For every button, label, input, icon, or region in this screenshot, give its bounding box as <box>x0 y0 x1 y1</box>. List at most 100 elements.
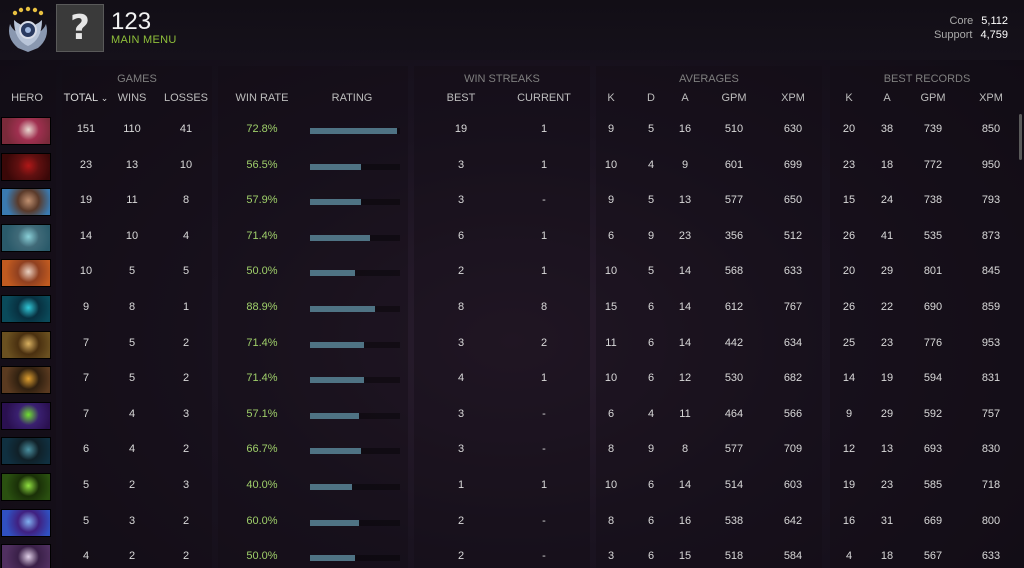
wins-cell: 2 <box>128 479 136 491</box>
table-row[interactable]: 151 110 41 72.8% 19 1 9 5 16 510 630 20 38 739 850 <box>0 112 1024 147</box>
col-avg-xpm[interactable]: XPM <box>781 92 805 104</box>
avg-kills-cell: 10 <box>604 265 618 278</box>
best-xpm-cell: 757 <box>981 407 1001 420</box>
hero-portrait-icon[interactable] <box>1 259 51 288</box>
best-kills-cell: 19 <box>842 479 856 491</box>
best-kills-cell: 9 <box>845 407 853 420</box>
table-row[interactable]: 10 5 5 50.0% 2 1 10 5 14 568 633 20 29 801 845 <box>0 254 1024 289</box>
group-best-records: BEST RECORDS <box>883 73 971 85</box>
best-gpm-cell: 776 <box>923 336 943 349</box>
table-row[interactable]: 4 2 2 50.0% 2 - 3 6 15 518 584 4 18 567 633 <box>0 539 1024 568</box>
main-menu-link[interactable]: MAIN MENU <box>111 34 177 46</box>
hero-portrait-icon[interactable] <box>1 295 51 323</box>
hero-portrait-icon[interactable] <box>1 544 51 568</box>
col-best-a[interactable]: A <box>883 92 891 104</box>
col-avg-gpm[interactable]: GPM <box>721 92 747 104</box>
hero-portrait-icon[interactable] <box>1 366 51 395</box>
hero-portrait-icon[interactable] <box>1 330 51 359</box>
table-row[interactable]: 23 13 10 56.5% 3 1 10 4 9 601 699 23 18 772 950 <box>0 148 1024 183</box>
win-rate-cell: 40.0% <box>246 479 278 491</box>
hero-portrait-icon[interactable] <box>1 117 51 145</box>
avg-assists-cell: 8 <box>681 443 689 456</box>
rating-bar-fill <box>310 199 362 206</box>
player-avatar[interactable]: ? <box>56 4 104 52</box>
col-best-xpm[interactable]: XPM <box>979 92 1003 104</box>
col-wins[interactable]: WINS <box>117 92 147 104</box>
total-games-cell: 7 <box>82 372 90 385</box>
total-games-cell: 10 <box>79 265 93 278</box>
best-kills-cell: 25 <box>842 336 856 349</box>
avg-gpm-cell: 530 <box>724 372 744 385</box>
games-panel <box>62 66 212 568</box>
averages-panel <box>596 66 822 568</box>
avg-assists-cell: 16 <box>678 123 692 135</box>
scrollbar[interactable] <box>1019 114 1022 160</box>
wins-cell: 5 <box>128 265 136 278</box>
hero-portrait-icon[interactable] <box>1 152 51 181</box>
table-row[interactable]: 19 11 8 57.9% 3 - 9 5 13 577 650 15 24 738 793 <box>0 183 1024 218</box>
hero-portrait-icon[interactable] <box>1 401 51 430</box>
best-assists-cell: 29 <box>880 407 894 420</box>
col-rating[interactable]: RATING <box>331 92 373 104</box>
table-row[interactable]: 5 2 3 40.0% 1 1 10 6 14 514 603 19 23 585 718 <box>0 468 1024 503</box>
table-row[interactable]: 5 3 2 60.0% 2 - 8 6 16 538 642 16 31 669 800 <box>0 504 1024 539</box>
avg-assists-cell: 12 <box>678 372 692 385</box>
avg-assists-cell: 14 <box>678 336 692 349</box>
losses-cell: 2 <box>182 372 190 385</box>
streak-best-cell: 19 <box>454 123 468 135</box>
col-avg-d[interactable]: D <box>647 92 655 104</box>
rating-bar-track <box>310 555 400 562</box>
rating-bar-fill <box>310 270 355 277</box>
win-rate-cell: 66.7% <box>246 443 278 456</box>
col-best-k[interactable]: K <box>845 92 853 104</box>
col-avg-a[interactable]: A <box>681 92 689 104</box>
col-hero[interactable]: HERO <box>11 92 43 104</box>
table-row[interactable]: 14 10 4 71.4% 6 1 6 9 23 356 512 26 41 535 873 <box>0 219 1024 254</box>
best-xpm-cell: 850 <box>981 123 1001 135</box>
total-games-cell: 9 <box>82 301 90 313</box>
hero-portrait-icon[interactable] <box>1 223 51 252</box>
hero-portrait-icon[interactable] <box>1 473 51 501</box>
sort-chevron-icon: ⌄ <box>100 93 109 103</box>
avg-xpm-cell: 634 <box>783 336 803 349</box>
total-games-cell: 4 <box>82 550 90 563</box>
hero-portrait-icon[interactable] <box>1 508 51 537</box>
best-assists-cell: 19 <box>880 372 894 385</box>
table-row[interactable]: 9 8 1 88.9% 8 8 15 6 14 612 767 26 22 690 859 <box>0 290 1024 325</box>
avg-xpm-cell: 699 <box>783 158 803 171</box>
avg-deaths-cell: 4 <box>647 158 655 171</box>
avg-gpm-cell: 464 <box>724 407 744 420</box>
col-best-gpm[interactable]: GPM <box>920 92 946 104</box>
table-row[interactable]: 6 4 2 66.7% 3 - 8 9 8 577 709 12 13 693 830 <box>0 432 1024 467</box>
losses-cell: 2 <box>182 336 190 349</box>
rating-bar-track <box>310 484 400 490</box>
col-total[interactable]: TOTAL ⌄ <box>60 92 112 104</box>
table-row[interactable]: 7 5 2 71.4% 3 2 11 6 14 442 634 25 23 776 953 <box>0 326 1024 361</box>
col-avg-k[interactable]: K <box>607 92 615 104</box>
col-streak-best[interactable]: BEST <box>446 92 476 104</box>
rank-medal-icon <box>9 6 47 52</box>
avg-gpm-cell: 510 <box>724 123 744 135</box>
streak-current-cell: 1 <box>540 265 548 278</box>
col-win-rate[interactable]: WIN RATE <box>235 92 289 104</box>
hero-portrait-icon[interactable] <box>1 437 51 466</box>
avg-deaths-cell: 4 <box>647 407 655 420</box>
hero-portrait-icon[interactable] <box>1 188 51 217</box>
support-mmr-label: Support <box>933 29 973 41</box>
total-games-cell: 5 <box>82 479 90 491</box>
best-assists-cell: 23 <box>880 336 894 349</box>
avg-xpm-cell: 767 <box>783 301 803 313</box>
col-losses[interactable]: LOSSES <box>163 92 209 104</box>
best-xpm-cell: 800 <box>981 514 1001 527</box>
table-row[interactable]: 7 5 2 71.4% 4 1 10 6 12 530 682 14 19 594 831 <box>0 361 1024 396</box>
avg-gpm-cell: 518 <box>724 550 744 563</box>
col-streak-current[interactable]: CURRENT <box>517 92 571 104</box>
best-assists-cell: 29 <box>880 265 894 278</box>
rating-bar-fill <box>310 448 362 455</box>
best-kills-cell: 23 <box>842 158 856 171</box>
avg-deaths-cell: 9 <box>647 443 655 456</box>
table-row[interactable]: 7 4 3 57.1% 3 - 6 4 11 464 566 9 29 592 757 <box>0 397 1024 432</box>
streak-current-cell: - <box>542 443 546 456</box>
rating-bar-fill <box>310 128 398 134</box>
best-xpm-cell: 873 <box>981 229 1001 242</box>
